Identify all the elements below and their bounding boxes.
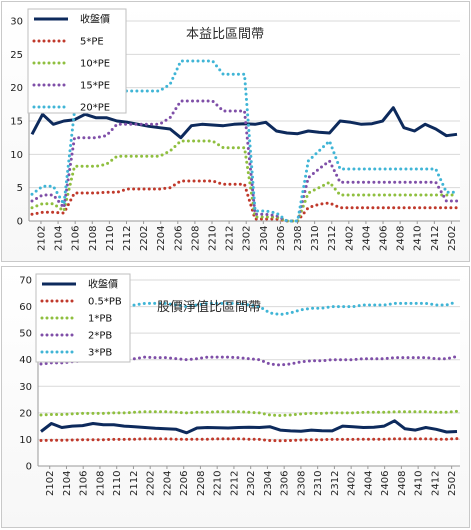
x-tick-label: 2502 bbox=[447, 226, 458, 251]
y-tick-label: 10 bbox=[10, 150, 23, 161]
x-tick-label: 2208 bbox=[196, 471, 207, 496]
legend-label-0: 收盤價 bbox=[80, 13, 110, 26]
y-tick-label: 20 bbox=[10, 83, 23, 94]
x-tick-label: 2202 bbox=[146, 471, 157, 496]
x-tick-label: 2304 bbox=[263, 471, 274, 496]
y-tick-label: 25 bbox=[10, 50, 23, 61]
x-tick-label: 2408 bbox=[397, 471, 408, 496]
x-tick-label: 2210 bbox=[208, 226, 219, 251]
x-tick-label: 2410 bbox=[413, 226, 424, 251]
x-tick-label: 2402 bbox=[344, 226, 355, 251]
pb-band-chart-panel: 0 10 20 30 40 50 60 70 2102 2104 2106 2108 2110 2112 2… bbox=[1, 266, 470, 528]
pb-band-chart: 0 10 20 30 40 50 60 70 2102 2104 2106 2108 2110 2112 2… bbox=[19, 273, 460, 496]
legend-label-0: 收盤價 bbox=[88, 278, 118, 291]
chart-title: 股價淨值比區間帶 bbox=[157, 299, 261, 315]
x-tick-label: 2410 bbox=[414, 471, 425, 496]
series-line-2 bbox=[39, 409, 459, 418]
x-tick-label: 2204 bbox=[156, 226, 167, 251]
x-tick-label: 2202 bbox=[139, 226, 150, 251]
x-tick-label: 2402 bbox=[347, 471, 358, 496]
x-tick-label: 2108 bbox=[88, 226, 99, 251]
x-tick-label: 2110 bbox=[112, 471, 123, 496]
legend-label-3: 15*PE bbox=[80, 81, 110, 92]
x-tick-label: 2412 bbox=[430, 471, 441, 496]
series-line-4 bbox=[30, 59, 459, 223]
y-tick-label: 0 bbox=[26, 462, 32, 473]
x-tick-label: 2312 bbox=[330, 471, 341, 496]
x-tick-label: 2106 bbox=[79, 471, 90, 496]
y-tick-label: 15 bbox=[10, 117, 23, 128]
x-tick-label: 2206 bbox=[173, 226, 184, 251]
series-line-1 bbox=[30, 179, 459, 223]
x-tick-label: 2110 bbox=[105, 226, 116, 251]
legend-label-1: 5*PE bbox=[80, 37, 104, 48]
y-tick-label: 5 bbox=[17, 183, 23, 194]
x-tick-label: 2310 bbox=[313, 471, 324, 496]
x-tick-label: 2104 bbox=[54, 226, 65, 251]
y-tick-label: 30 bbox=[10, 17, 23, 28]
x-tick-label: 2404 bbox=[361, 226, 372, 251]
x-tick-label: 2112 bbox=[129, 471, 140, 496]
x-tick-label: 2212 bbox=[225, 226, 236, 251]
legend-box bbox=[27, 8, 127, 114]
legend-label-2: 10*PE bbox=[80, 59, 110, 70]
pe-band-chart-panel: 0 5 10 15 20 25 30 2102 2104 2106 2108 2110 2112 2202… bbox=[1, 1, 470, 262]
x-tick-label: 2404 bbox=[363, 471, 374, 496]
x-tick-label: 2108 bbox=[95, 471, 106, 496]
series-line-2 bbox=[30, 139, 459, 223]
x-tick-label: 2406 bbox=[379, 226, 390, 251]
x-tick-label: 2206 bbox=[179, 471, 190, 496]
chart-title: 本益比區間帶 bbox=[186, 27, 264, 42]
x-tick-label: 2210 bbox=[213, 471, 224, 496]
series-line-1 bbox=[39, 437, 459, 443]
y-tick-label: 10 bbox=[19, 435, 32, 446]
x-tick-label: 2102 bbox=[45, 471, 56, 496]
series-line-4 bbox=[39, 300, 459, 317]
x-tick-label: 2306 bbox=[280, 471, 291, 496]
legend-label-4: 3*PB bbox=[88, 348, 112, 359]
y-tick-label: 60 bbox=[19, 302, 32, 313]
x-tick-label: 2204 bbox=[162, 471, 173, 496]
x-tick-label: 2408 bbox=[396, 226, 407, 251]
x-tick-label: 2302 bbox=[246, 471, 257, 496]
legend-label-1: 0.5*PB bbox=[88, 297, 122, 308]
x-tick-label: 2312 bbox=[327, 226, 338, 251]
y-tick-label: 30 bbox=[19, 382, 32, 393]
pe-band-chart: 0 5 10 15 20 25 30 2102 2104 2106 2108 2110 2112 2202… bbox=[10, 8, 460, 251]
x-tick-label: 2310 bbox=[310, 226, 321, 251]
x-tick-label: 2406 bbox=[380, 471, 391, 496]
x-tick-label: 2112 bbox=[122, 226, 133, 251]
x-tick-label: 2208 bbox=[190, 226, 201, 251]
legend: 收盤價 0.5*PB 1*PB 2*PB 3*PB bbox=[35, 273, 131, 363]
series-line-0 bbox=[30, 106, 458, 140]
series-line-3 bbox=[30, 99, 459, 223]
y-tick-label: 50 bbox=[19, 329, 32, 340]
x-tick-label: 2104 bbox=[62, 471, 73, 496]
legend-label-2: 1*PB bbox=[88, 314, 112, 325]
legend-label-3: 2*PB bbox=[88, 331, 112, 342]
x-tick-label: 2302 bbox=[242, 226, 253, 251]
x-tick-label: 2106 bbox=[71, 226, 82, 251]
x-tick-label: 2304 bbox=[259, 226, 270, 251]
x-tick-label: 2212 bbox=[229, 471, 240, 496]
y-tick-label: 70 bbox=[19, 276, 32, 287]
x-tick-label: 2502 bbox=[447, 471, 458, 496]
x-tick-label: 2412 bbox=[430, 226, 441, 251]
series-line-3 bbox=[39, 355, 459, 367]
x-tick-label: 2306 bbox=[276, 226, 287, 251]
y-tick-label: 20 bbox=[19, 408, 32, 419]
legend-label-4: 20*PE bbox=[80, 103, 110, 114]
y-tick-label: 40 bbox=[19, 355, 32, 366]
x-tick-label: 2102 bbox=[36, 226, 47, 251]
x-tick-label: 2308 bbox=[293, 226, 304, 251]
x-tick-label: 2308 bbox=[296, 471, 307, 496]
y-tick-label: 0 bbox=[17, 217, 23, 228]
series-line-0 bbox=[40, 419, 458, 435]
legend: 收盤價 5*PE 10*PE 15*PE 20*PE bbox=[27, 8, 127, 114]
